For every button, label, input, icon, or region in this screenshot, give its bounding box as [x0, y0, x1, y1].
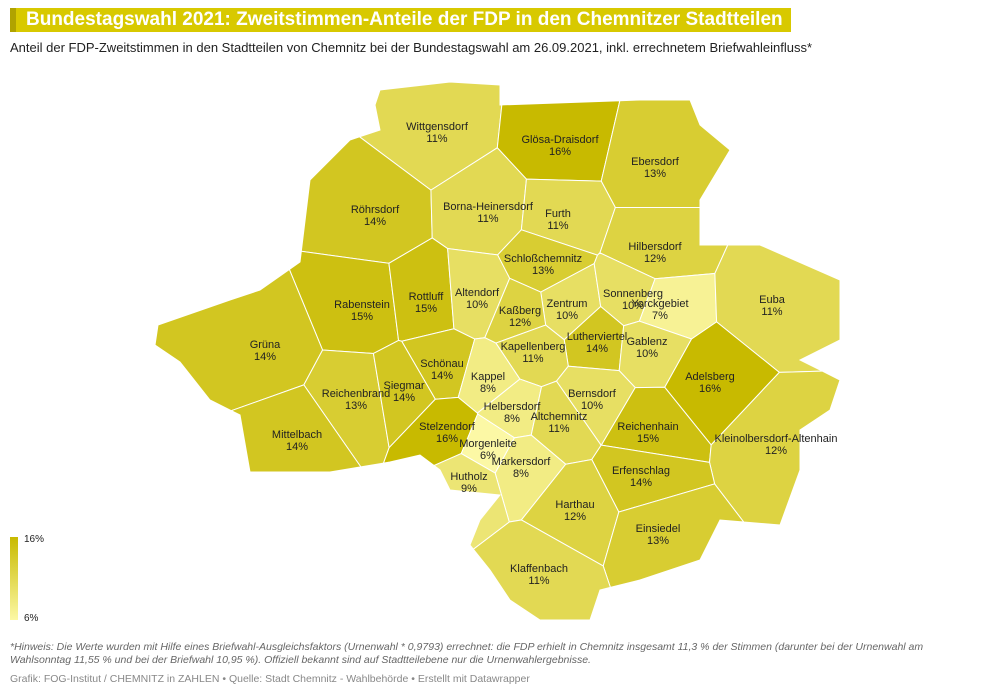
district: [433, 453, 510, 550]
district-value: 12%: [644, 253, 666, 265]
district-name: Morgenleite: [459, 438, 516, 450]
subtitle: Anteil der FDP-Zweitstimmen in den Stadt…: [10, 40, 813, 55]
footnote: *Hinweis: Die Werte wurden mit Hilfe ein…: [10, 641, 924, 666]
district-value: 14%: [393, 392, 415, 404]
district-name: Altchemnitz: [531, 411, 588, 423]
district-name: Altendorf: [455, 287, 500, 299]
district-name: Bernsdorf: [568, 388, 617, 400]
district-value: 12%: [765, 445, 787, 457]
district-name: Ebersdorf: [631, 156, 680, 168]
district-name: Kleinolbersdorf-Altenhain: [715, 433, 838, 445]
district-value: 15%: [415, 303, 437, 315]
district-value: 10%: [466, 299, 488, 311]
district-value: 13%: [647, 535, 669, 547]
district: [600, 99, 731, 208]
district-name: Markersdorf: [492, 456, 552, 468]
district: [714, 244, 841, 373]
district-value: 10%: [636, 348, 658, 360]
legend-min-label: 6%: [24, 613, 39, 624]
district-name: Borna-Heinersdorf: [443, 201, 534, 213]
district-value: 16%: [549, 146, 571, 158]
legend-max-label: 16%: [24, 534, 44, 545]
district-name: Röhrsdorf: [351, 204, 400, 216]
district-name: Klaffenbach: [510, 563, 568, 575]
district-value: 12%: [509, 317, 531, 329]
district-name: Wittgensdorf: [406, 121, 469, 133]
district-name: Sonnenberg: [603, 288, 663, 300]
district-name: Grüna: [250, 339, 281, 351]
legend-scale: [10, 537, 18, 620]
district-name: Reichenbrand: [322, 388, 391, 400]
district-value: 14%: [364, 216, 386, 228]
district: [709, 370, 841, 526]
district-value: 11%: [528, 575, 549, 587]
district-value: 8%: [504, 413, 520, 425]
district-value: 11%: [548, 423, 569, 435]
district-value: 6%: [480, 450, 496, 462]
district-name: Siegmar: [384, 380, 425, 392]
district-name: Hutholz: [450, 471, 487, 483]
district-name: Rabenstein: [334, 299, 390, 311]
district-name: Stelzendorf: [419, 421, 476, 433]
district-name: Einsiedel: [636, 523, 681, 535]
district-value: 8%: [480, 383, 496, 395]
district-value: 10%: [622, 300, 644, 312]
district-name: Zentrum: [547, 298, 588, 310]
district-name: Helbersdorf: [484, 401, 542, 413]
district-value: 14%: [431, 370, 453, 382]
district-value: 8%: [513, 468, 529, 480]
district-value: 14%: [254, 351, 276, 363]
district-value: 10%: [581, 400, 603, 412]
district-name: Hilbersdorf: [628, 241, 682, 253]
district-name: Mittelbach: [272, 429, 322, 441]
district-name: Schönau: [420, 358, 463, 370]
district-value: 11%: [477, 213, 498, 225]
district-name: Yorckgebiet: [631, 298, 688, 310]
district-name: Erfenschlag: [612, 465, 670, 477]
district-value: 16%: [436, 433, 458, 445]
district-value: 15%: [351, 311, 373, 323]
district-name: Reichenhain: [617, 421, 678, 433]
district-name: Lutherviertel: [567, 331, 628, 343]
district: [472, 519, 612, 621]
district-value: 14%: [630, 477, 652, 489]
district-value: 11%: [426, 133, 447, 145]
district-name: Schloßchemnitz: [504, 253, 582, 265]
district-name: Furth: [545, 208, 571, 220]
district-value: 10%: [556, 310, 578, 322]
district-name: Glösa-Draisdorf: [521, 134, 599, 146]
district-name: Adelsberg: [685, 371, 735, 383]
district-name: Harthau: [555, 499, 594, 511]
district-value: 16%: [699, 383, 721, 395]
district-value: 7%: [652, 310, 668, 322]
district-value: 11%: [522, 353, 543, 365]
district-value: 11%: [547, 220, 568, 232]
district-name: Kappel: [471, 371, 505, 383]
district-value: 13%: [644, 168, 666, 180]
district: [230, 384, 362, 473]
district-name: Rottluff: [409, 291, 445, 303]
district-value: 9%: [461, 483, 477, 495]
district-name: Gablenz: [627, 336, 668, 348]
credit: Grafik: FOG-Institut / CHEMNITZ in ZAHLE…: [10, 673, 530, 685]
district-value: 11%: [761, 306, 782, 318]
district-value: 13%: [345, 400, 367, 412]
title: Bundestagswahl 2021: Zweitstimmen-Anteil…: [10, 8, 791, 32]
district-name: Euba: [759, 294, 786, 306]
district-value: 13%: [532, 265, 554, 277]
district-value: 14%: [586, 343, 608, 355]
district-value: 14%: [286, 441, 308, 453]
district-name: Kaßberg: [499, 305, 541, 317]
district-name: Kapellenberg: [501, 341, 566, 353]
district-value: 15%: [637, 433, 659, 445]
district-value: 12%: [564, 511, 586, 523]
